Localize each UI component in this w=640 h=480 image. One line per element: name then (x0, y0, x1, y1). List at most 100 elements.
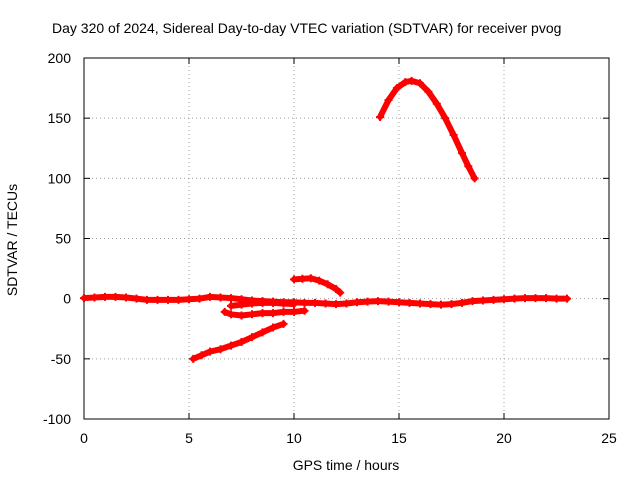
data-point-baseline (153, 295, 162, 304)
data-point-positive-bump (290, 275, 298, 284)
y-tick-labels: -100 -50 0 50 100 150 200 (43, 50, 71, 427)
data-point-baseline (321, 299, 330, 308)
data-point-negative-band (248, 310, 256, 319)
data-point-baseline (384, 297, 393, 306)
data-point-baseline (80, 294, 88, 303)
x-axis-label: GPS time / hours (293, 457, 400, 473)
data-point-branch (290, 300, 298, 309)
data-point-negative-ramp (197, 351, 206, 360)
data-point-negative-band (220, 307, 229, 316)
data-point-arc (407, 76, 416, 85)
data-point-baseline (185, 295, 193, 304)
data-point-baseline (405, 298, 414, 307)
data-point-negative-ramp (269, 323, 277, 332)
data-point-baseline (552, 294, 561, 303)
data-point-arc (470, 174, 479, 183)
data-point-branch (227, 301, 235, 310)
data-point-negative-ramp (248, 333, 256, 342)
data-point-branch (258, 298, 267, 307)
data-point-negative-band (227, 310, 235, 319)
x-tick-label: 0 (80, 430, 88, 446)
data-point-baseline (311, 298, 319, 307)
x-tick-label: 5 (185, 430, 193, 446)
data-point-baseline (416, 299, 424, 308)
data-point-arc (384, 96, 393, 105)
y-tick-label: -50 (51, 351, 71, 367)
data-point-negative-ramp (237, 337, 246, 346)
series-positive-bump (290, 274, 345, 297)
data-point-negative-ramp (206, 347, 214, 356)
y-tick-label: 100 (48, 170, 72, 186)
data-point-branch (237, 300, 246, 309)
data-point-baseline (353, 298, 361, 307)
series-negative-band (220, 306, 309, 320)
series-negative-ramp (189, 319, 288, 363)
x-tick-label: 20 (496, 430, 512, 446)
data-point-baseline (531, 294, 540, 303)
data-point-baseline (563, 294, 571, 303)
data-point-baseline (101, 292, 109, 301)
data-point-baseline (542, 294, 550, 303)
data-point-baseline (195, 294, 204, 303)
y-axis-label: SDTVAR / TECUs (4, 184, 20, 296)
data-point-arc (432, 99, 441, 108)
data-point-baseline (521, 294, 529, 303)
data-point-positive-bump (336, 288, 345, 297)
data-point-baseline (143, 295, 151, 304)
y-tick-label: 50 (55, 231, 71, 247)
data-point-baseline (458, 298, 466, 307)
data-point-positive-bump (332, 285, 340, 294)
data-point-positive-bump (323, 280, 332, 289)
data-point-positive-bump (315, 276, 324, 285)
series-arc (376, 76, 479, 183)
data-point-baseline (489, 295, 498, 304)
data-point-baseline (363, 297, 372, 306)
data-point-baseline (164, 295, 172, 304)
data-point-arc (416, 79, 424, 88)
x-tick-label: 15 (391, 430, 407, 446)
data-point-baseline (395, 298, 403, 307)
y-tick-label: 150 (48, 110, 72, 126)
data-point-baseline (206, 292, 214, 301)
series-segment-arc (442, 115, 457, 139)
x-tick-labels: 0 5 10 15 20 25 (80, 430, 617, 446)
axis-ticks (83, 57, 610, 420)
data-point-baseline (479, 296, 487, 305)
data-point-negative-band (237, 311, 246, 320)
y-tick-label: 200 (48, 50, 72, 66)
series-segment-arc (450, 132, 465, 157)
series-branch (227, 298, 298, 310)
y-tick-label: 0 (63, 291, 71, 307)
data-point-arc (458, 149, 466, 158)
data-point-baseline (227, 294, 235, 303)
data-point-baseline (426, 300, 435, 309)
data-point-branch (248, 299, 256, 308)
data-point-negative-band (279, 307, 288, 316)
data-point-baseline (437, 300, 445, 309)
data-point-arc (441, 114, 450, 123)
data-point-negative-band (290, 307, 298, 316)
data-point-branch (279, 299, 288, 308)
data-point-baseline (300, 298, 309, 307)
data-point-baseline (332, 300, 340, 309)
data-point-arc (424, 87, 433, 96)
data-point-arc (392, 84, 401, 93)
series-segment-arc (377, 97, 392, 120)
data-point-baseline (122, 293, 130, 302)
grid (84, 58, 609, 419)
data-point-negative-band (269, 309, 277, 318)
series-baseline (80, 292, 571, 309)
data-point-negative-band (258, 309, 267, 318)
data-point-branch (269, 298, 277, 307)
data-point-baseline (111, 292, 120, 301)
data-point-baseline (174, 295, 183, 304)
data-point-baseline (468, 297, 477, 306)
data-point-baseline (374, 297, 382, 306)
data-point-baseline (132, 294, 141, 303)
data-point-positive-bump (306, 274, 315, 283)
data-point-negative-ramp (227, 341, 235, 350)
x-tick-label: 10 (286, 430, 302, 446)
data-point-negative-band (300, 306, 309, 315)
data-point-negative-ramp (258, 328, 267, 337)
